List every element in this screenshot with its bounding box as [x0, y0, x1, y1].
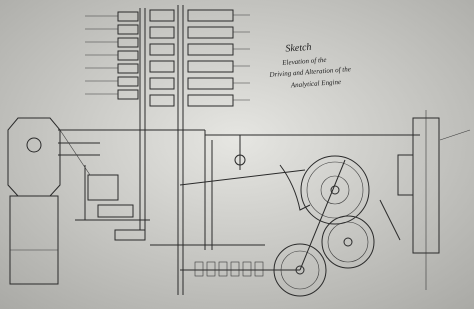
wheel — [149, 77, 175, 90]
large-gear — [300, 155, 370, 225]
cam-arm — [279, 164, 311, 211]
wheel — [149, 26, 175, 39]
wheel — [187, 43, 234, 56]
title-line: Analytical Engine — [290, 78, 342, 90]
wheel — [117, 63, 139, 74]
block — [97, 204, 134, 218]
tooth — [242, 261, 252, 277]
wheel — [117, 50, 139, 61]
wheel — [149, 94, 175, 107]
link — [59, 129, 91, 176]
pivot — [234, 154, 246, 166]
lower-gear — [273, 243, 327, 297]
wheel — [117, 89, 139, 100]
tooth — [254, 261, 264, 277]
tooth — [194, 261, 204, 277]
figure-wheel-stacks — [85, 9, 264, 277]
tooth — [218, 261, 228, 277]
wheel — [187, 9, 234, 22]
wheel — [117, 24, 139, 35]
dial — [26, 137, 42, 153]
wheel — [117, 76, 139, 87]
wheel — [187, 26, 234, 39]
title-line: Elevation of the — [281, 56, 327, 67]
wheel — [187, 77, 234, 90]
wheel — [149, 43, 175, 56]
bracket — [397, 154, 414, 196]
lead-line — [439, 129, 471, 141]
middle-gear — [321, 215, 375, 269]
tooth — [206, 261, 216, 277]
wheel — [149, 9, 175, 22]
wheel — [117, 11, 139, 22]
tooth — [230, 261, 240, 277]
pedestal — [9, 195, 59, 285]
title-line: Sketch — [285, 42, 312, 55]
block — [87, 174, 119, 201]
lever — [299, 159, 346, 271]
block — [114, 229, 146, 241]
wheel — [187, 60, 234, 73]
link — [379, 199, 401, 241]
lever — [179, 169, 306, 186]
wheel — [117, 37, 139, 48]
wheel — [187, 94, 234, 107]
wheel — [149, 60, 175, 73]
